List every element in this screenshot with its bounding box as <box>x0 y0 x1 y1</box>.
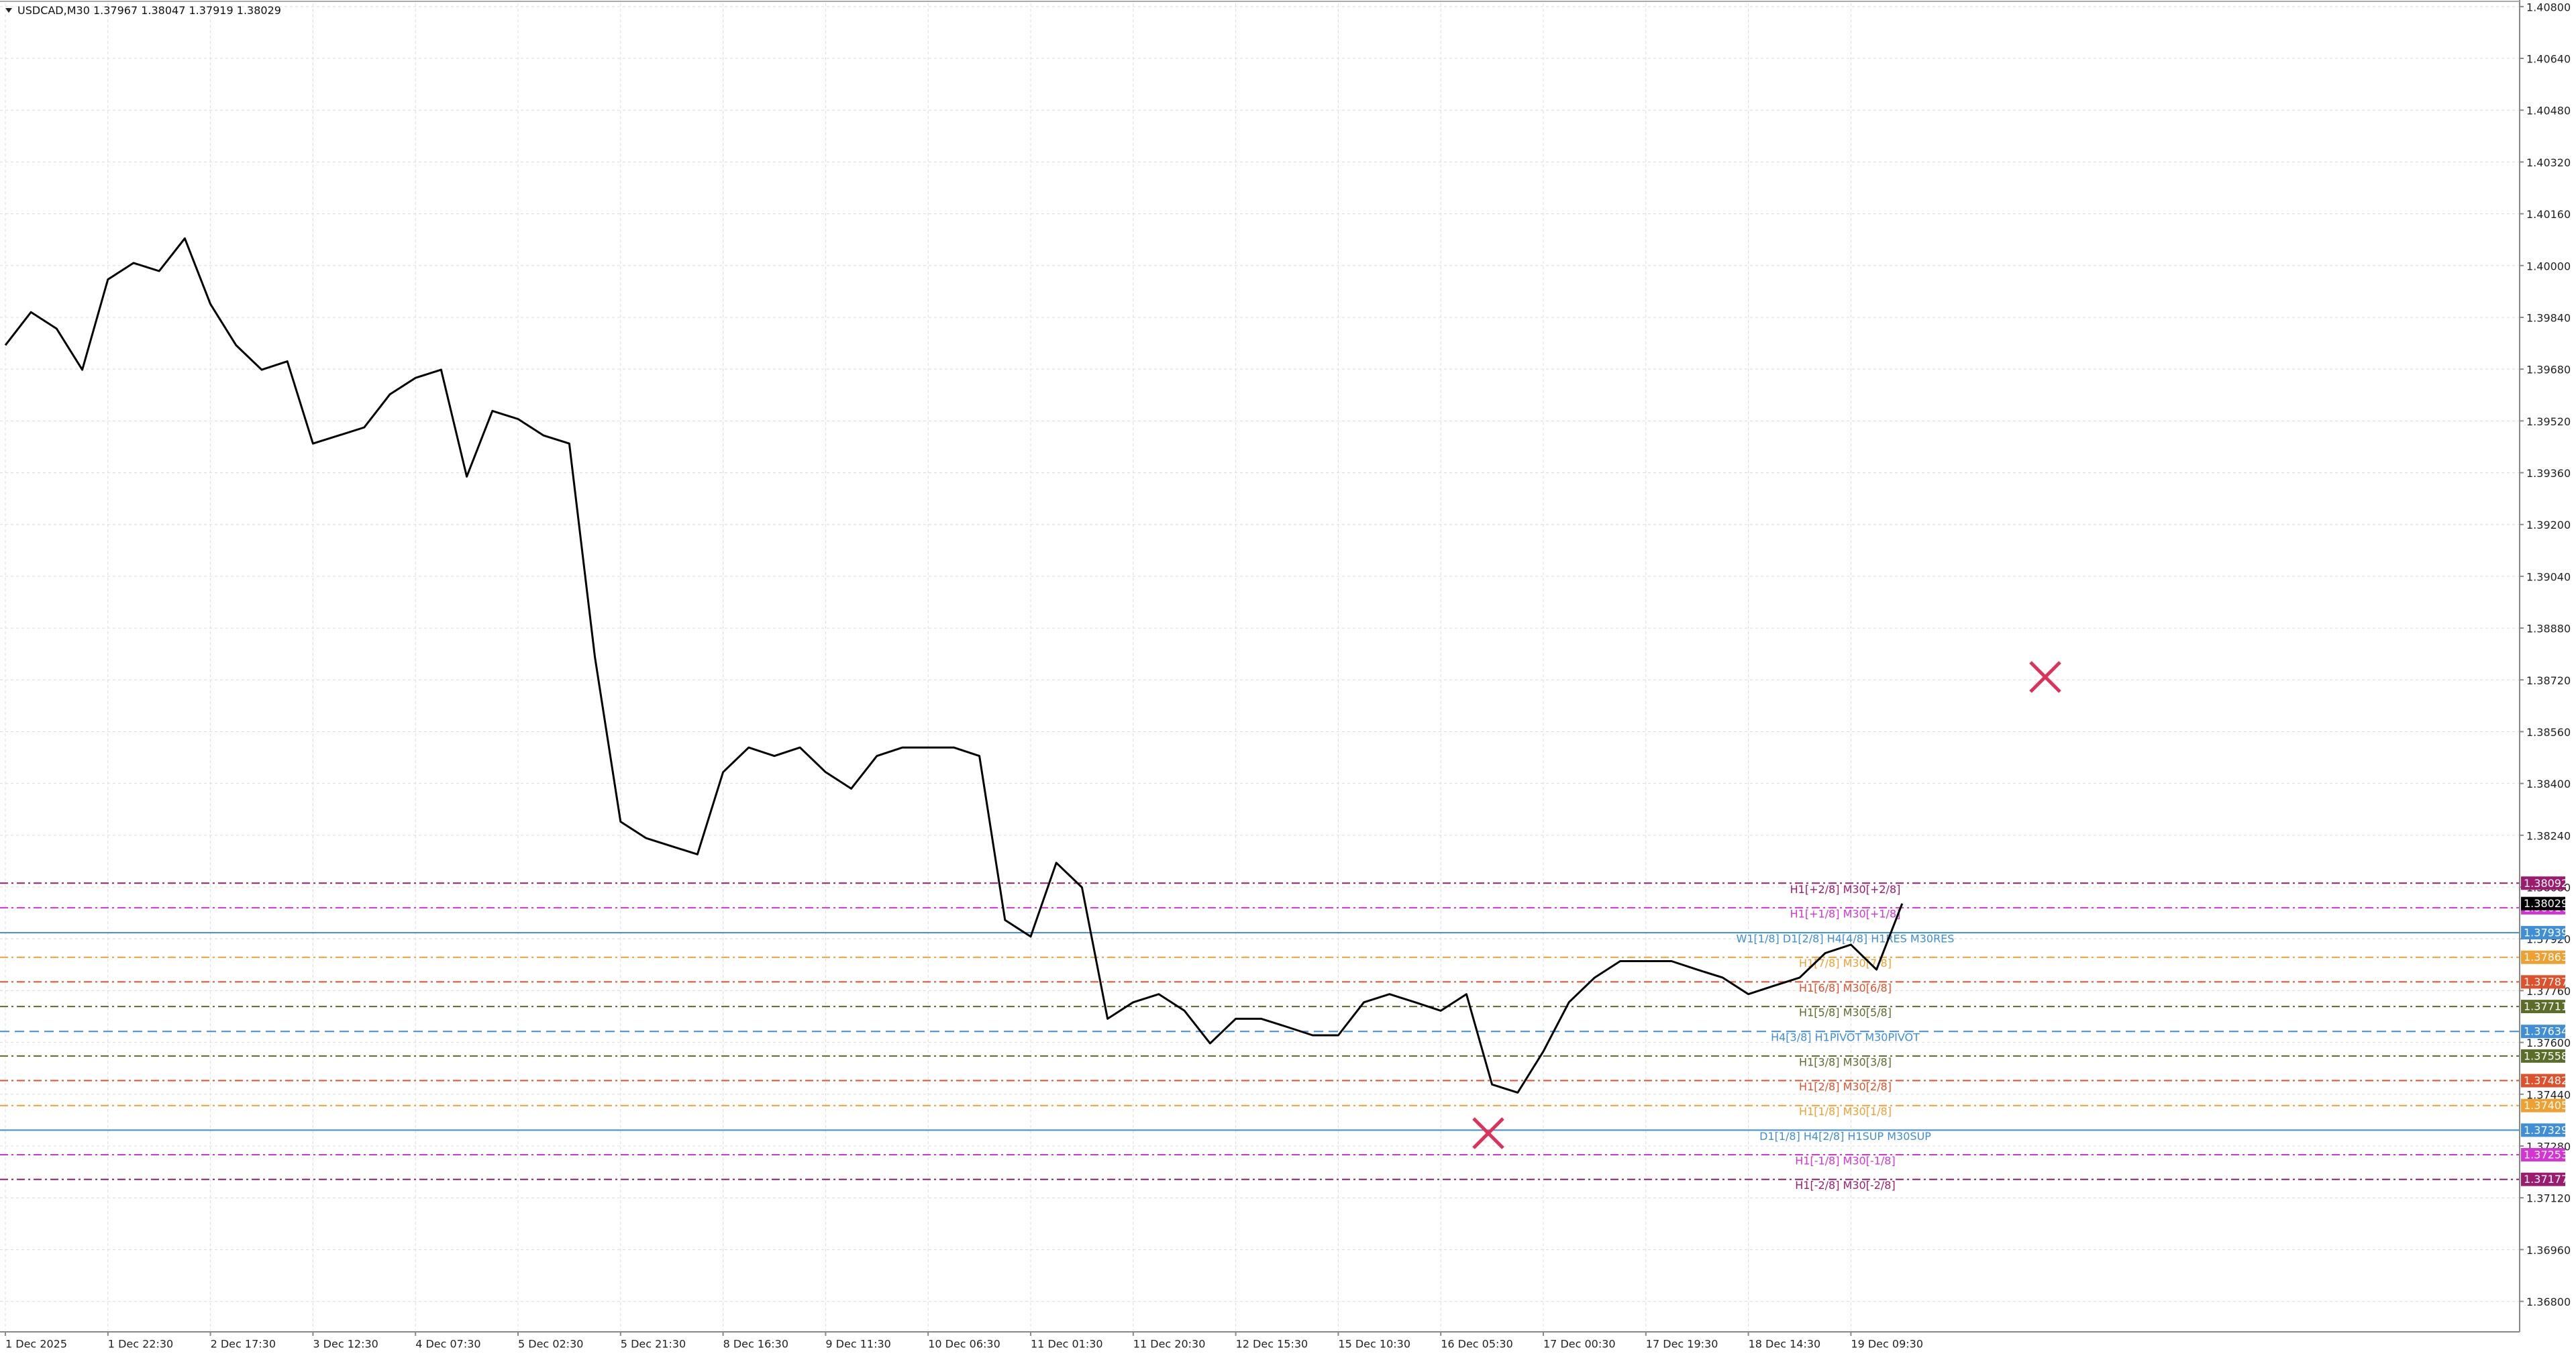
price-box <box>2521 1123 2565 1137</box>
y-tick-label: 1.36960 <box>2526 1244 2571 1257</box>
price-box <box>2521 926 2565 940</box>
x-tick-label: 18 Dec 14:30 <box>1749 1338 1821 1351</box>
x-tick-label: 4 Dec 07:30 <box>415 1338 480 1351</box>
y-tick-label: 1.40320 <box>2526 156 2571 169</box>
price-box-label: 1.37863 <box>2524 951 2568 963</box>
symbol: USDCAD,M30 <box>17 4 90 17</box>
x-tick-label: 5 Dec 21:30 <box>621 1338 686 1351</box>
delete-marker <box>2029 661 2061 693</box>
level-label: H1[2/8] M30[2/8] <box>1799 1080 1892 1093</box>
level-label: H1[1/8] M30[1/8] <box>1799 1105 1892 1118</box>
price-box-label: 1.37558 <box>2524 1049 2568 1062</box>
y-tick-label: 1.39200 <box>2526 519 2571 531</box>
price-box <box>2521 975 2565 989</box>
price-box <box>2521 950 2565 964</box>
y-tick-label: 1.38560 <box>2526 726 2571 739</box>
price-box-label: 1.37253 <box>2524 1149 2568 1161</box>
level-label: D1[1/8] H4[2/8] H1SUP M30SUP <box>1759 1130 1931 1143</box>
current-price-label: 1.38029 <box>2524 897 2568 910</box>
high: 1.38047 <box>141 4 185 17</box>
x-tick-label: 3 Dec 12:30 <box>313 1338 378 1351</box>
level-label: W1[1/8] D1[2/8] H4[4/8] H1RES M30RES <box>1737 933 1955 945</box>
price-box <box>2521 1049 2565 1063</box>
x-tick-label: 11 Dec 01:30 <box>1031 1338 1103 1351</box>
y-tick-label: 1.39520 <box>2526 415 2571 428</box>
y-tick-label: 1.36800 <box>2526 1296 2571 1308</box>
x-tick-label: 15 Dec 10:30 <box>1338 1338 1410 1351</box>
menu-arrow <box>5 8 12 13</box>
y-tick-label: 1.40160 <box>2526 208 2571 221</box>
x-tick-label: 5 Dec 02:30 <box>518 1338 583 1351</box>
level-label: H1[3/8] M30[3/8] <box>1799 1055 1892 1068</box>
x-tick-label: 9 Dec 11:30 <box>825 1338 890 1351</box>
chart-header: USDCAD,M30 1.37967 1.38047 1.37919 1.380… <box>17 4 281 17</box>
cross-stroke <box>2029 661 2061 693</box>
level-label: H1[+1/8] M30[+1/8] <box>1790 907 1901 920</box>
level-label: H1[-2/8] M30[-2/8] <box>1795 1179 1895 1192</box>
y-tick-label: 1.40640 <box>2526 53 2571 66</box>
y-tick-label: 1.39040 <box>2526 570 2571 583</box>
y-tick-label: 1.39360 <box>2526 467 2571 480</box>
price-line <box>4 237 1904 1094</box>
price-box-label: 1.37482 <box>2524 1074 2568 1087</box>
price-box-label: 1.37329 <box>2524 1124 2568 1137</box>
y-tick-label: 1.40480 <box>2526 105 2571 117</box>
current-price-box <box>2521 896 2565 910</box>
price-box-label: 1.37634 <box>2524 1025 2568 1038</box>
x-tick-label: 10 Dec 06:30 <box>928 1338 1000 1351</box>
delete-marker <box>1472 1117 1504 1149</box>
level-label: H1[7/8] M30[7/8] <box>1799 957 1892 970</box>
x-tick-label: 12 Dec 15:30 <box>1236 1338 1308 1351</box>
level-label: H1[6/8] M30[6/8] <box>1799 982 1892 994</box>
y-tick-label: 1.38240 <box>2526 829 2571 842</box>
x-tick-label: 8 Dec 16:30 <box>723 1338 788 1351</box>
x-tick-label: 1 Dec 22:30 <box>108 1338 173 1351</box>
level-label: H1[-1/8] M30[-1/8] <box>1795 1155 1895 1167</box>
x-tick-label: 1 Dec 2025 <box>5 1338 67 1351</box>
x-tick-label: 19 Dec 09:30 <box>1851 1338 1923 1351</box>
price-box <box>2521 1172 2565 1186</box>
price-box <box>2521 1098 2565 1112</box>
y-tick-label: 1.37120 <box>2526 1192 2571 1205</box>
price-box <box>2521 1074 2565 1088</box>
x-tick-label: 17 Dec 00:30 <box>1543 1338 1616 1351</box>
level-label: H4[3/8] H1PIVOT M30PIVOT <box>1771 1031 1920 1044</box>
price-box <box>2521 1148 2565 1162</box>
level-label: H1[+2/8] M30[+2/8] <box>1790 883 1901 896</box>
price-box-label: 1.37787 <box>2524 976 2568 988</box>
level-label: H1[5/8] M30[5/8] <box>1799 1006 1892 1019</box>
x-tick-label: 17 Dec 19:30 <box>1646 1338 1718 1351</box>
price-box-label: 1.37711 <box>2524 1000 2568 1013</box>
cross-stroke <box>1472 1117 1504 1149</box>
price-box-label: 1.38092 <box>2524 877 2568 890</box>
levels: H1[+2/8] M30[+2/8] H1[+1/8] M30[+1/8] W1[1… <box>0 882 2520 1192</box>
y-tick-label: 1.37440 <box>2526 1088 2571 1101</box>
price-box-label: 1.37177 <box>2524 1173 2568 1186</box>
plot <box>4 237 1904 1094</box>
y-tick-label: 1.39840 <box>2526 311 2571 324</box>
x-tick-label: 2 Dec 17:30 <box>211 1338 276 1351</box>
y-tick-label: 1.40000 <box>2526 260 2571 272</box>
price-box-label: 1.37939 <box>2524 927 2568 939</box>
price-box <box>2521 1025 2565 1039</box>
close: 1.38029 <box>237 4 281 17</box>
open: 1.37967 <box>93 4 138 17</box>
x-tick-label: 16 Dec 05:30 <box>1441 1338 1513 1351</box>
low: 1.37919 <box>189 4 234 17</box>
y-tick-label: 1.38400 <box>2526 778 2571 790</box>
price-axis: 1.368001.369601.371201.372801.374401.376… <box>5 1 2571 1351</box>
y-tick-label: 1.39680 <box>2526 364 2571 376</box>
y-tick-label: 1.40800 <box>2526 1 2571 13</box>
price-box-label: 1.37405 <box>2524 1099 2568 1112</box>
grid <box>0 3 2520 1331</box>
x-tick-label: 11 Dec 20:30 <box>1133 1338 1206 1351</box>
price-box <box>2521 1000 2565 1014</box>
y-tick-label: 1.38720 <box>2526 674 2571 687</box>
price-box <box>2521 876 2565 890</box>
y-tick-label: 1.38880 <box>2526 623 2571 635</box>
y-tick-label: 1.37600 <box>2526 1037 2571 1049</box>
